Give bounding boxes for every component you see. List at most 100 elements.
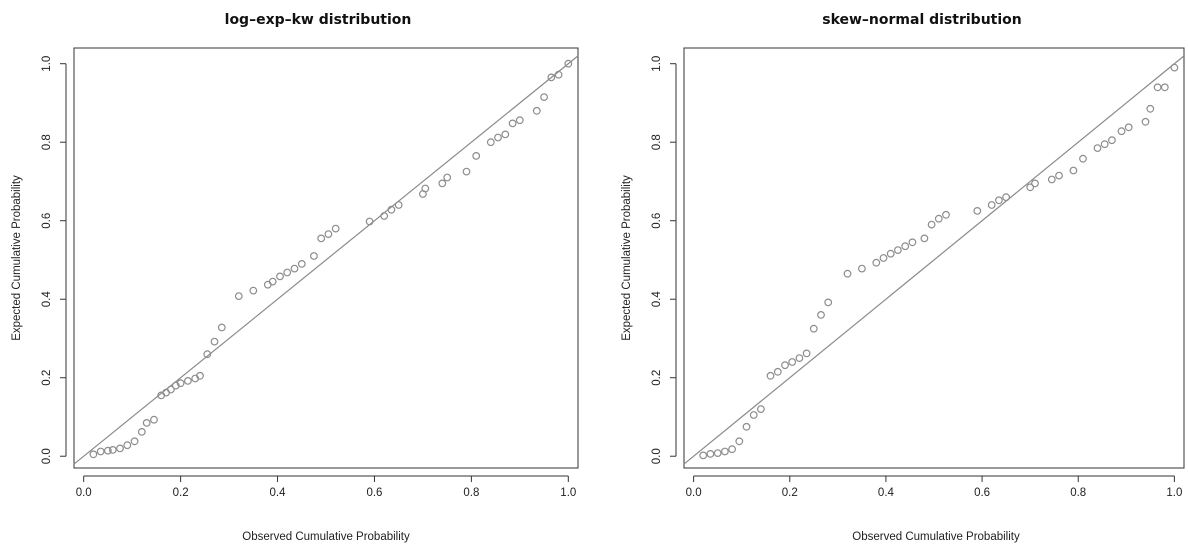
right-data-point [920,234,929,243]
right-data-point [1141,117,1150,126]
right-x-tick-label: 1.0 [1166,487,1182,499]
left-x-tick-label: 0.8 [463,487,479,499]
left-data-point [142,419,151,427]
right-data-point [699,451,708,460]
left-data-point [421,184,430,193]
left-data-point [196,371,204,380]
right-data-point [1002,193,1010,202]
right-plot-frame [683,47,1185,469]
left-data-point [310,252,318,260]
right-data-point [1160,83,1169,92]
right-x-axis-label: Observed Cumulative Probability [852,531,1020,543]
right-data-point [781,361,789,370]
left-plot-frame [73,47,579,469]
right-data-point [872,258,881,267]
left-y-axis: 0.0 0.2 0.4 0.6 0.8 1.0 [41,56,67,464]
right-data-point [742,422,751,431]
left-data-point [515,116,524,125]
left-data-points [89,59,573,459]
left-data-point [166,385,175,394]
right-data-point [1124,123,1133,132]
right-data-point [934,214,943,223]
right-data-point [817,311,825,319]
right-data-point [802,349,811,358]
left-data-point [501,130,510,139]
right-data-point [1047,175,1056,184]
left-reference-line [73,55,579,465]
left-data-point [317,234,326,243]
right-data-point [879,254,888,262]
left-data-point [217,323,226,332]
left-y-tick-label: 0.6 [41,213,53,229]
right-data-point [1170,63,1179,72]
left-chart-title: log–exp–kw distribution [225,12,412,28]
left-y-tick-label: 1.0 [41,56,53,72]
right-chart-panel: skew–normal distribution 0.0 0.2 0.4 0.6 0.8… [621,12,1185,543]
right-y-tick-label: 0.6 [651,213,663,229]
right-data-point [795,354,804,363]
left-data-point [103,446,112,455]
right-data-point [886,249,895,258]
left-x-axis: 0.0 0.2 0.4 0.6 0.8 1.0 [76,475,576,499]
left-data-point [387,205,396,214]
left-chart-panel: log–exp–kw distribution 0.0 0.2 0.4 0.6 0.8 1… [11,12,579,543]
left-data-point [462,167,471,176]
right-x-axis: 0.0 0.2 0.4 0.6 0.8 1.0 [686,475,1182,499]
right-data-points [699,63,1179,460]
left-x-tick-label: 0.2 [173,487,189,499]
left-data-point [183,377,192,385]
right-data-point [843,269,852,278]
left-data-point [210,337,219,346]
right-data-point [773,367,782,376]
left-data-point [508,119,517,128]
right-data-point [1117,127,1126,136]
left-data-point [116,444,124,453]
left-data-point [486,138,495,147]
right-x-tick-label: 0.2 [782,487,798,499]
right-data-point [1069,166,1078,175]
left-data-point [365,217,374,226]
right-data-point [757,405,765,414]
left-data-point [324,230,333,239]
right-data-point [973,206,982,215]
right-data-point [901,242,910,251]
left-data-point [297,260,306,268]
left-data-point [438,179,447,188]
left-data-point [394,201,403,209]
left-data-point [472,151,481,160]
left-x-axis-label: Observed Cumulative Probability [242,531,410,543]
left-data-point [331,224,340,233]
right-y-tick-label: 1.0 [651,56,663,72]
right-data-point [824,298,833,307]
left-data-point [532,106,541,115]
right-data-point [721,447,729,456]
left-data-point [380,212,389,220]
left-data-point [564,59,573,68]
right-data-point [908,238,917,247]
left-data-point [554,70,563,79]
right-data-point [927,220,936,229]
right-data-point [728,445,736,454]
left-data-point [203,350,212,359]
left-data-point [89,450,98,459]
left-data-point [123,441,132,450]
left-data-point [176,379,185,388]
left-x-tick-label: 0.4 [270,487,287,499]
right-x-tick-label: 0.4 [878,487,895,499]
right-data-point [788,358,797,366]
left-data-point [96,447,105,456]
right-x-tick-label: 0.8 [1070,487,1086,499]
left-data-point [547,73,556,82]
left-y-tick-label: 0.2 [41,370,53,386]
left-data-point [130,437,139,446]
right-data-point [1153,83,1162,92]
right-data-point [1055,171,1063,180]
left-x-tick-label: 0.0 [76,487,92,499]
right-data-point [735,437,744,446]
right-data-point [942,210,950,219]
left-data-point [540,93,548,101]
right-data-point [1079,154,1087,163]
right-x-tick-label: 0.0 [686,487,702,499]
left-y-tick-label: 0.0 [41,448,53,464]
